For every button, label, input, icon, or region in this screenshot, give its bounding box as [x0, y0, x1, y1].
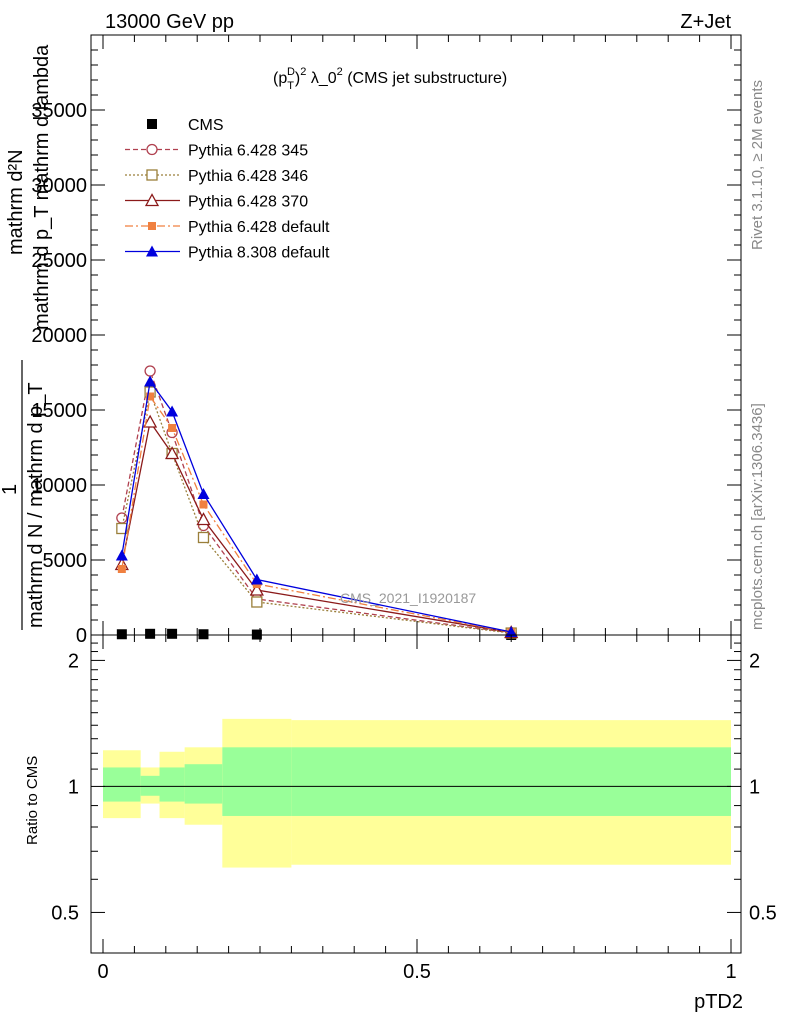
- title-sup-exp: 2: [337, 66, 343, 78]
- main-ytick-label: 35000: [31, 100, 87, 122]
- data-point-cms: [116, 629, 127, 640]
- main-ytick-label: 15000: [31, 400, 87, 422]
- title-sup-d: D: [287, 66, 295, 78]
- series-line-p346: [121, 389, 512, 634]
- data-point-pdefault: [199, 500, 208, 509]
- legend-label: Pythia 6.428 346: [188, 168, 308, 185]
- main-ytick-label: 5000: [43, 550, 88, 572]
- data-point-p345: [144, 365, 156, 377]
- analysis-watermark: CMS_2021_I1920187: [340, 590, 476, 606]
- series-p8: [115, 375, 518, 637]
- legend-label: Pythia 8.308 default: [188, 245, 330, 262]
- ylabel-normalization: mathrm d N / mathrm d p_T: [25, 382, 47, 628]
- legend-marker: [146, 143, 158, 156]
- legend-label: Pythia 6.428 default: [188, 219, 330, 236]
- x-axis-label: pTD2: [694, 991, 743, 1013]
- ratio-ytick-label: 2: [68, 650, 79, 672]
- x-tick-label: 0.5: [403, 961, 431, 983]
- title-paren: ): [295, 70, 300, 87]
- main-ytick-label: 10000: [31, 475, 87, 497]
- series-line-p8: [121, 379, 512, 633]
- data-point-p370: [164, 446, 180, 460]
- data-point-cms: [198, 629, 209, 640]
- ratio-ytick-label: 1: [68, 776, 79, 798]
- legend-label: Pythia 6.428 370: [188, 194, 308, 211]
- main-ytick-label: 30000: [31, 175, 87, 197]
- data-point-p8: [115, 549, 128, 561]
- data-point-cms: [167, 628, 178, 639]
- main-ticks: 0 5000 10000 15000 20000 25000 30000 35000: [31, 35, 741, 647]
- legend-item-p346: Pythia 6.428 346: [125, 168, 308, 185]
- ratio-bands: [103, 718, 731, 868]
- ratio-ticks: 0.5 0.5 1 1 2 2 0 0.5 1: [51, 635, 777, 983]
- title-prefix: (p: [273, 70, 287, 87]
- data-point-p8: [144, 375, 157, 387]
- series-line-pdefault: [121, 394, 512, 633]
- ylabel-denominator: mathrm d p_T mathrm d lambda: [31, 44, 53, 330]
- ratio-band-inner: [140, 775, 160, 796]
- title-sup-2: 2: [300, 66, 306, 78]
- ylabel-one: 1: [0, 484, 21, 495]
- x-tick-label: 0: [97, 961, 108, 983]
- ylabel-numerator: mathrm d²N: [5, 149, 27, 255]
- main-ytick-label: 0: [76, 625, 87, 647]
- legend: CMS Pythia 6.428 345 Pythia 6.428 346 Pythi…: [125, 117, 330, 262]
- rivet-label: Rivet 3.1.10, ≥ 2M events: [749, 80, 766, 250]
- series-layer: [114, 365, 519, 640]
- ratio-band-inner: [103, 767, 141, 802]
- data-point-pdefault: [146, 392, 155, 401]
- ratio-ytick-label: 0.5: [51, 902, 79, 924]
- legend-marker: [146, 245, 158, 257]
- data-point-p370: [196, 512, 211, 526]
- data-point-p370: [143, 414, 158, 428]
- data-point-pdefault: [117, 565, 126, 573]
- data-point-p8: [166, 405, 179, 417]
- energy-label: 13000 GeV pp: [105, 11, 234, 33]
- data-point-p346: [197, 531, 210, 544]
- data-point-p345: [116, 512, 128, 524]
- data-point-p370: [249, 582, 264, 596]
- legend-item-p370: Pythia 6.428 370: [125, 193, 308, 211]
- ratio-band-inner: [291, 747, 731, 816]
- x-tick-label: 1: [725, 961, 736, 983]
- title-lambda: λ_0: [306, 70, 336, 87]
- legend-marker: [146, 169, 158, 181]
- plot-title: (pTD)2 λ_02 (CMS jet substructure): [273, 66, 507, 92]
- ratio-band-inner: [159, 767, 185, 802]
- mcplots-label: mcplots.cern.ch [arXiv:1306.3436]: [749, 403, 766, 630]
- ratio-band-inner: [184, 764, 223, 804]
- ratio-ytick-label-right: 2: [749, 650, 760, 672]
- data-point-p8: [505, 626, 518, 637]
- series-cms: [116, 628, 517, 640]
- data-point-cms: [145, 628, 156, 639]
- ratio-frame: [90, 634, 742, 954]
- legend-marker: [147, 119, 157, 129]
- series-line-p370: [121, 420, 512, 634]
- title-tail: (CMS jet substructure): [343, 70, 507, 87]
- legend-label: CMS: [188, 117, 224, 134]
- legend-marker: [144, 193, 160, 207]
- data-point-p346: [251, 596, 263, 608]
- main-ytick-label: 25000: [31, 250, 87, 272]
- legend-item-pdefault: Pythia 6.428 default: [125, 219, 330, 236]
- legend-marker: [148, 222, 156, 230]
- ratio-ytick-label-right: 1: [749, 776, 760, 798]
- ratio-band-inner: [222, 747, 292, 816]
- data-point-p8: [250, 573, 263, 585]
- legend-label: Pythia 6.428 345: [188, 143, 308, 160]
- title-sub-t: T: [287, 80, 294, 92]
- legend-item-p345: Pythia 6.428 345: [125, 143, 308, 160]
- main-ytick-label: 20000: [31, 325, 87, 347]
- main-ylabel: mathrm d²N mathrm d p_T mathrm d lambda …: [0, 44, 53, 630]
- ratio-ytick-label-right: 0.5: [749, 902, 777, 924]
- ratio-ylabel: Ratio to CMS: [24, 756, 41, 845]
- legend-item-cms: CMS: [147, 117, 224, 134]
- data-point-pdefault: [168, 424, 177, 432]
- process-label: Z+Jet: [680, 11, 731, 33]
- data-point-p8: [197, 488, 210, 499]
- legend-item-p8: Pythia 8.308 default: [125, 245, 330, 262]
